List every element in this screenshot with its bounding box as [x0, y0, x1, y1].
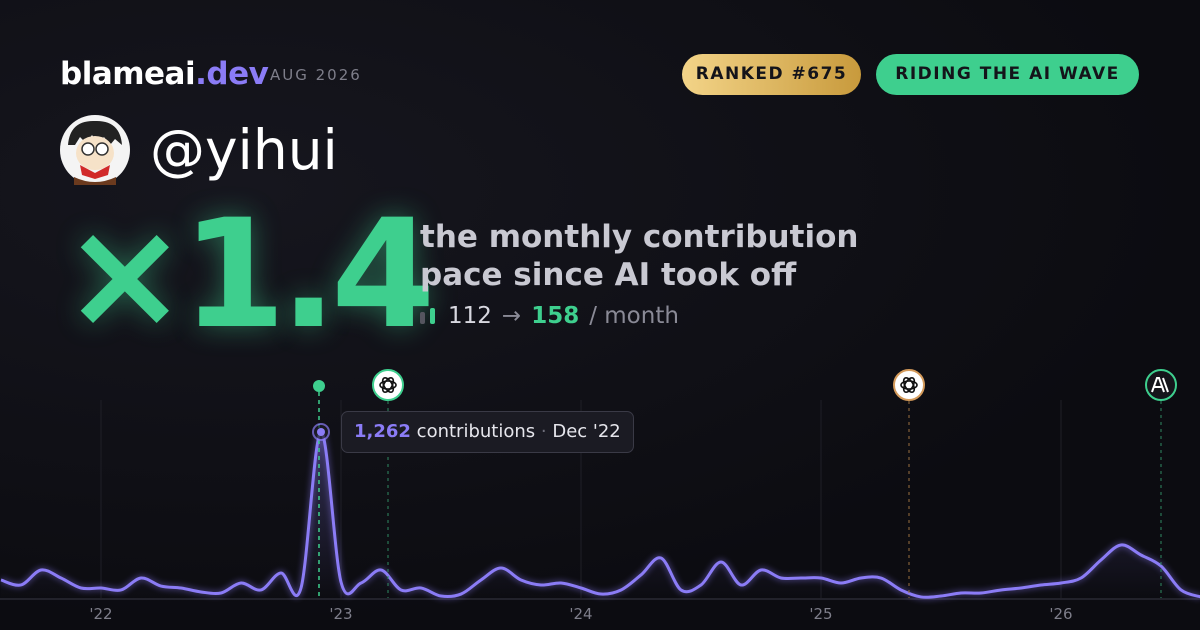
tooltip-value: 1,262	[354, 421, 411, 442]
event-dot	[313, 380, 325, 392]
openai-icon	[893, 369, 925, 401]
description-line: the monthly contribution	[420, 219, 859, 255]
openai-glyph	[900, 376, 918, 394]
x-tick-label: '25	[809, 605, 832, 623]
area	[1, 431, 1200, 598]
x-tick-label: '24	[569, 605, 592, 623]
description: the monthly contribution pace since AI t…	[420, 218, 858, 294]
line-glow	[0, 428, 1200, 601]
pace-unit: / month	[589, 303, 679, 329]
handle: @yihui	[150, 118, 338, 182]
tooltip-separator: ·	[540, 421, 547, 442]
openai-icon	[372, 369, 404, 401]
tooltip-label: contributions	[416, 421, 536, 442]
report-date: AUG 2026	[270, 66, 362, 84]
status-badge: RIDING THE AI WAVE	[876, 54, 1139, 95]
brand-name: blameai	[60, 56, 196, 92]
rank-badge: RANKED #675	[682, 54, 861, 95]
tooltip: 1,262 contributions · Dec '22	[341, 411, 634, 453]
pace-stats: 112 → 158 / month	[420, 303, 679, 329]
pace-before: 112	[448, 303, 492, 329]
x-tick-label: '26	[1049, 605, 1072, 623]
pace-after: 158	[531, 303, 580, 329]
x-tick-label: '22	[89, 605, 112, 623]
avatar	[60, 115, 130, 185]
openai-glyph	[379, 376, 397, 394]
ai-events	[313, 369, 1177, 598]
pace-icon	[420, 308, 435, 324]
multiplier: ×1.4	[62, 188, 435, 362]
x-tick-label: '23	[329, 605, 352, 623]
anthropic-glyph	[1151, 377, 1169, 393]
description-line: pace since AI took off	[420, 257, 797, 293]
arrow: →	[501, 303, 522, 329]
highlight-point	[317, 427, 325, 436]
brand-suffix: .dev	[195, 56, 269, 92]
brand: blameai.dev	[60, 56, 269, 92]
tooltip-date: Dec '22	[552, 421, 621, 442]
line	[0, 430, 1200, 599]
